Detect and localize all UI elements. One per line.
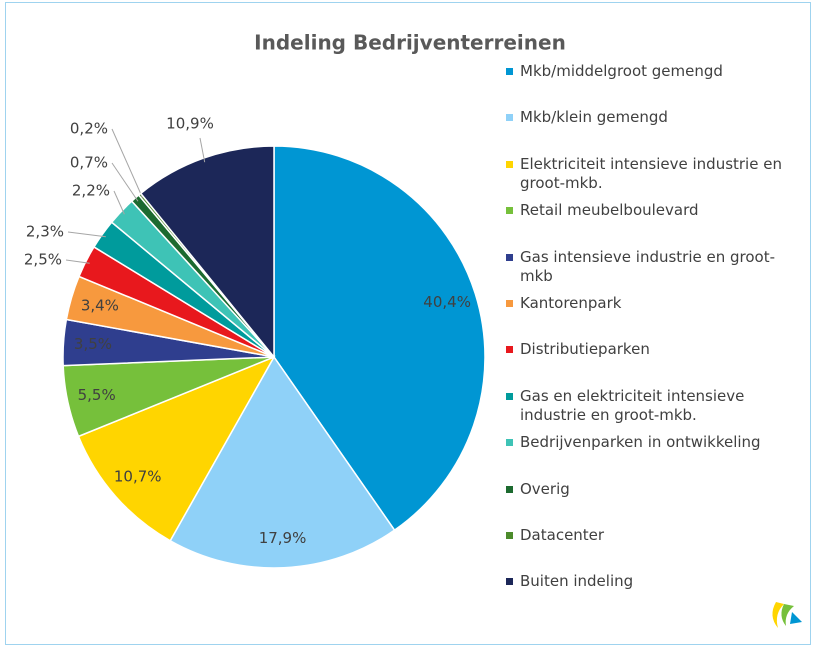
legend-label: Mkb/klein gemengd	[520, 108, 668, 127]
leader-line	[113, 190, 125, 215]
legend-label: Datacenter	[520, 526, 605, 544]
legend-item: Buiten indeling	[504, 572, 794, 591]
legend-item: Datacenter	[504, 526, 794, 545]
data-label: 0,7%	[70, 154, 108, 172]
legend-swatch	[506, 160, 513, 168]
data-label: 40,4%	[423, 293, 471, 311]
logo-part	[790, 612, 802, 624]
legend-swatch	[506, 68, 513, 75]
legend-label: Elektriciteit intensieve industrie en gr…	[520, 154, 782, 192]
legend-swatch	[506, 346, 513, 354]
legend-label: Bedrijvenparken in ontwikkeling	[520, 433, 761, 452]
legend-item: Gas en elektriciteit intensieve industri…	[504, 387, 794, 425]
pie-slice	[169, 355, 396, 569]
legend-item: Elektriciteit intensieve industrie en gr…	[504, 155, 794, 193]
legend-label: Gas en elektriciteit intensieve industri…	[520, 386, 745, 424]
legend-label: Kantorenpark	[520, 294, 622, 312]
legend-item: Gas intensieve industrie en groot-mkb	[504, 248, 794, 286]
legend-label: Overig	[520, 479, 570, 498]
legend-item: Overig	[504, 480, 794, 499]
logo-part	[781, 604, 794, 626]
data-label: 5,5%	[78, 386, 116, 404]
data-label: 3,5%	[74, 335, 112, 353]
legend-item: Mkb/klein gemengd	[504, 108, 794, 127]
legend-swatch	[506, 207, 513, 215]
legend-swatch	[506, 439, 513, 447]
leader-line	[65, 259, 90, 264]
legend-label: Gas intensieve industrie en groot-mkb	[520, 247, 776, 285]
legend-label: Retail meubelboulevard	[520, 201, 699, 220]
data-label: 2,2%	[72, 182, 110, 200]
pie-slice	[273, 145, 486, 532]
data-label: 3,4%	[81, 296, 119, 314]
legend-item: Bedrijvenparken in ontwikkeling	[504, 433, 794, 452]
legend-label: Distributieparken	[520, 340, 650, 359]
logo-part	[772, 602, 784, 628]
legend-swatch	[506, 114, 513, 122]
legend-swatch	[506, 532, 513, 539]
data-label: 0,2%	[70, 120, 108, 138]
chart-frame	[5, 2, 811, 645]
legend-swatch	[506, 300, 513, 307]
legend-swatch	[506, 253, 513, 261]
data-label: 10,9%	[166, 115, 214, 133]
legend-label: Buiten indeling	[520, 572, 634, 591]
pie-slice	[77, 355, 276, 542]
legend-swatch	[506, 578, 513, 586]
legend-item: Kantorenpark	[504, 294, 794, 313]
legend-swatch	[506, 485, 513, 493]
legend-item: Mkb/middelgroot gemengd	[504, 62, 794, 81]
leader-line	[199, 137, 206, 163]
pie-slice	[139, 145, 275, 360]
data-label: 17,9%	[259, 529, 307, 547]
chart-title: Indeling Bedrijventerreinen	[254, 31, 566, 55]
data-label: 2,3%	[26, 223, 64, 241]
logo	[772, 602, 802, 628]
data-label: 10,7%	[114, 467, 162, 485]
leader-line	[67, 231, 106, 238]
leader-line	[111, 162, 139, 202]
data-label: 2,5%	[24, 251, 62, 269]
leader-line	[111, 128, 143, 198]
legend-label: Mkb/middelgroot gemengd	[520, 62, 723, 80]
legend-swatch	[506, 392, 513, 400]
legend-item: Retail meubelboulevard	[504, 201, 794, 220]
legend-item: Distributieparken	[504, 340, 794, 359]
